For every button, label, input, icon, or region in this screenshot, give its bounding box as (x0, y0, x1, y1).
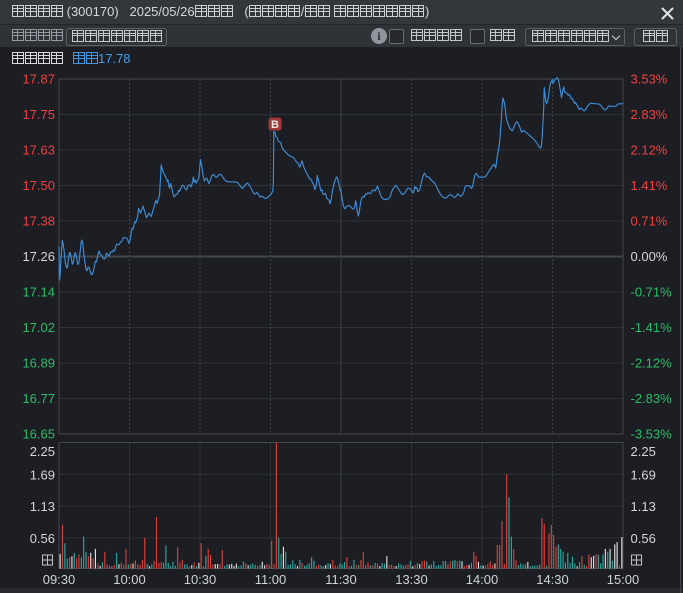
svg-text:1.69: 1.69 (631, 467, 656, 482)
svg-text:-2.83%: -2.83% (631, 391, 673, 406)
svg-text:0.56: 0.56 (30, 531, 55, 546)
svg-text:11:00: 11:00 (255, 572, 287, 587)
svg-text:2.12%: 2.12% (631, 143, 668, 158)
svg-text:0.56: 0.56 (631, 531, 656, 546)
svg-text:09:30: 09:30 (43, 572, 76, 587)
svg-text:13:30: 13:30 (395, 572, 428, 587)
svg-text:17.63: 17.63 (22, 143, 55, 158)
svg-text:14:30: 14:30 (536, 572, 569, 587)
svg-text:-0.71%: -0.71% (631, 285, 673, 300)
svg-text:1.69: 1.69 (30, 467, 55, 482)
svg-text:16.89: 16.89 (22, 356, 55, 371)
svg-text:1.13: 1.13 (631, 499, 656, 514)
svg-text:2.25: 2.25 (631, 444, 656, 459)
svg-text:10:00: 10:00 (113, 572, 146, 587)
svg-text:17.02: 17.02 (22, 320, 55, 335)
svg-text:2.25: 2.25 (30, 444, 55, 459)
svg-text:16.65: 16.65 (22, 427, 55, 442)
svg-text:17.26: 17.26 (22, 249, 55, 264)
svg-text:3.53%: 3.53% (631, 72, 668, 87)
svg-text:17.14: 17.14 (22, 285, 55, 300)
svg-text:17.87: 17.87 (22, 72, 55, 87)
svg-text:1.13: 1.13 (30, 499, 55, 514)
svg-text:2.83%: 2.83% (631, 107, 668, 122)
svg-text:-2.12%: -2.12% (631, 356, 673, 371)
svg-text:17.75: 17.75 (22, 107, 55, 122)
svg-text:17.38: 17.38 (22, 214, 55, 229)
svg-text:11:30: 11:30 (325, 572, 357, 587)
svg-text:0.71%: 0.71% (631, 214, 668, 229)
svg-text:-3.53%: -3.53% (631, 427, 673, 442)
svg-text:17.50: 17.50 (22, 178, 55, 193)
svg-text:-1.41%: -1.41% (631, 320, 673, 335)
svg-text:16.77: 16.77 (22, 391, 55, 406)
svg-text:15:00: 15:00 (607, 572, 640, 587)
svg-text:10:30: 10:30 (184, 572, 217, 587)
svg-text:1.41%: 1.41% (631, 178, 668, 193)
svg-text:14:00: 14:00 (466, 572, 499, 587)
svg-text:0.00%: 0.00% (631, 249, 668, 264)
svg-text:B: B (271, 119, 279, 131)
